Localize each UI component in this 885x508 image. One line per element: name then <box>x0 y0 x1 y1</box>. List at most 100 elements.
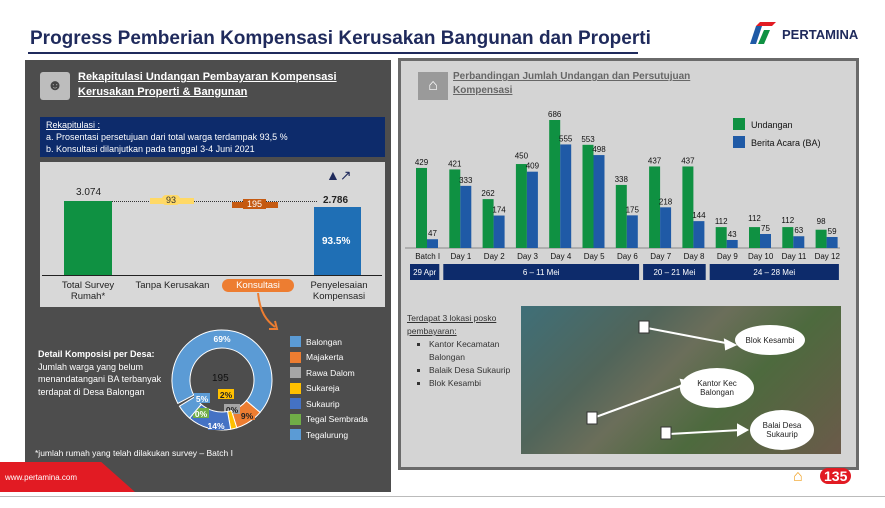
data-label: 75 <box>761 224 770 233</box>
legend-swatch <box>290 382 301 394</box>
connector-line <box>112 201 317 202</box>
tick-label: Day 9 <box>717 252 738 261</box>
lokasi-item: Balaik Desa Sukaurip <box>429 364 517 377</box>
brand-name: PERTAMINA <box>782 26 859 42</box>
cat-total-survey: Total Survey Rumah* <box>61 280 115 302</box>
lokasi-item: Kantor Kecamatan Balongan <box>429 338 517 364</box>
bar-undangan <box>416 167 427 248</box>
legend-label: Tegal Sembrada <box>306 414 368 425</box>
bar-chart: 429 47 Batch I 421 333 Day 1 262 174 Day 2 450409… <box>405 110 840 280</box>
detail-komposisi: Detail Komposisi per Desa: Jumlah warga … <box>38 348 163 398</box>
arrow-icon <box>257 293 279 330</box>
data-label: 112 <box>781 216 794 225</box>
donut-label: 0% <box>226 405 239 415</box>
data-label: 555 <box>559 134 573 143</box>
rekap-title: Rekapitulasi : <box>46 120 101 130</box>
data-label: 437 <box>681 156 695 165</box>
data-label: 174 <box>492 206 506 215</box>
cat-tanpa-kerusakan: Tanpa Kerusakan <box>135 280 210 291</box>
total-value: 3.074 <box>76 187 102 198</box>
data-label: 144 <box>692 211 706 220</box>
data-label: 498 <box>592 145 606 154</box>
donut-label: 2% <box>220 390 233 400</box>
growth-people-icon: ▲↗ <box>326 167 352 183</box>
legend-label: Balongan <box>306 336 342 347</box>
period-label: 24 – 28 Mei <box>753 268 795 277</box>
donut-label: 5% <box>196 394 209 404</box>
home-icon[interactable]: ⌂ <box>793 468 803 485</box>
tick-label: Day 10 <box>748 252 774 261</box>
lokasi-title: Terdapat 3 lokasi posko pembayaran: <box>407 313 497 336</box>
page-number: 135 <box>820 468 852 484</box>
legend-label: Undangan <box>751 120 793 130</box>
legend-swatch <box>290 336 301 348</box>
bar-undangan <box>482 199 494 248</box>
bar-undangan <box>649 166 661 248</box>
legend-label: Rawa Dalom <box>306 367 355 378</box>
data-label: 47 <box>428 229 437 238</box>
legend-swatch <box>290 351 301 363</box>
bar-undangan <box>515 164 527 248</box>
legend-swatch <box>290 413 301 425</box>
donut-label-bg <box>218 389 234 399</box>
legend-label: Berita Acara (BA) <box>751 138 821 148</box>
donut-label-bg <box>208 420 224 430</box>
tick-label: Day 4 <box>550 252 571 261</box>
donut-label: 69% <box>213 334 230 344</box>
legend-item: Sukaurip <box>290 396 368 412</box>
bar-ba <box>493 215 505 248</box>
data-label: 175 <box>626 205 640 214</box>
footer-line <box>0 496 885 497</box>
donut-label-bg <box>224 404 240 414</box>
data-label: 437 <box>648 156 662 165</box>
donut-label: 14% <box>207 421 224 431</box>
lokasi-item: Blok Kesambi <box>429 377 517 390</box>
data-label: 553 <box>581 135 595 144</box>
bar-ba <box>693 221 705 248</box>
tick-label: Day 1 <box>450 252 471 261</box>
bar-undangan <box>715 227 727 248</box>
website-link[interactable]: www.pertamina.com <box>5 473 78 482</box>
pertamina-logo: PERTAMINA <box>742 22 858 46</box>
bar-undangan <box>815 229 827 248</box>
bar-undangan <box>682 166 694 248</box>
period-label: 6 – 11 Mei <box>523 268 560 277</box>
bar-penyelesaian <box>314 207 361 275</box>
legend-item: Sukareja <box>290 381 368 397</box>
legend-swatch <box>733 118 745 130</box>
tick-label: Day 7 <box>650 252 671 261</box>
data-label: 333 <box>459 176 473 185</box>
period-band <box>643 264 706 280</box>
legend-swatch <box>290 398 301 410</box>
final-pct: 93.5% <box>322 236 351 247</box>
bar-undangan <box>582 144 594 248</box>
rekap-header: Rekapitulasi Undangan Pembayaran Kompens… <box>78 71 337 98</box>
rekap-summary: Rekapitulasi : a. Prosentasi persetujuan… <box>40 117 385 157</box>
period-band <box>443 264 640 280</box>
lokasi-section: Terdapat 3 lokasi posko pembayaran: Kant… <box>407 312 517 390</box>
donut-chart: 69%9%0%2%14%0%5% <box>171 329 273 431</box>
tick-label: Day 11 <box>782 252 807 261</box>
donut-label: 9% <box>241 411 254 421</box>
tick-label: Day 8 <box>684 252 705 261</box>
bar-ba <box>560 144 572 248</box>
people-icon: ☻ <box>40 72 70 100</box>
detail-title: Detail Komposisi per Desa: <box>38 349 155 359</box>
data-label: 421 <box>448 159 462 168</box>
map-label-kantor-kec: Kantor Kec Balongan <box>680 368 754 408</box>
data-label: 409 <box>526 162 540 171</box>
bar-ba <box>793 236 805 248</box>
legend-item: Tegal Sembrada <box>290 412 368 428</box>
data-label: 59 <box>828 227 837 236</box>
data-label: 262 <box>481 189 495 198</box>
data-label: 429 <box>415 158 429 167</box>
tick-label: Batch I <box>415 252 440 261</box>
bar-ba <box>460 185 472 248</box>
bar-ba <box>626 215 638 248</box>
donut-label-bg <box>239 410 255 420</box>
tick-label: Day 5 <box>584 252 605 261</box>
page-title: Progress Pemberian Kompensasi Kerusakan … <box>30 28 651 49</box>
legend-item: Rawa Dalom <box>290 365 368 381</box>
period-band <box>410 264 440 280</box>
legend-swatch <box>733 136 745 148</box>
